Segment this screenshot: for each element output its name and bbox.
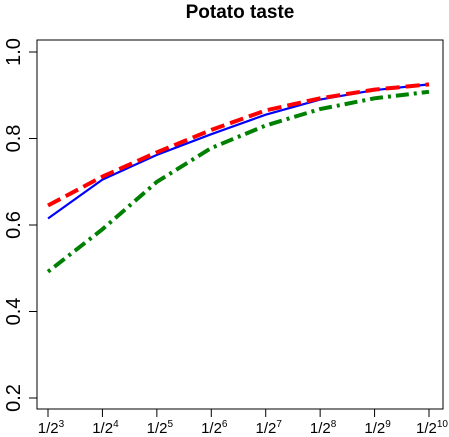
y-tick-label: 1.0: [3, 38, 25, 66]
series-line-1: [47, 83, 430, 220]
x-tick-label: 1/26: [201, 419, 228, 437]
x-tick-label: 1/23: [38, 419, 65, 437]
y-tick-label: 0.6: [3, 211, 25, 239]
x-tick-label: 1/28: [310, 419, 337, 437]
y-tick-label: 0.4: [3, 298, 25, 326]
plot-frame: [36, 39, 444, 410]
x-tick-label: 1/27: [256, 419, 283, 437]
y-axis: 0.2 0.4 0.6 0.8 1.0: [3, 38, 37, 412]
x-tick-label: 1/29: [364, 419, 391, 437]
series-line-3: [46, 89, 430, 274]
x-tick-label: 1/210: [416, 419, 448, 437]
series-group: [46, 82, 430, 274]
y-tick-label: 0.2: [3, 384, 25, 412]
chart-title: Potato taste: [186, 2, 295, 23]
y-tick-label: 0.8: [3, 125, 25, 153]
series-line-2: [47, 82, 430, 208]
x-tick-label: 1/24: [92, 419, 119, 437]
x-tick-label: 1/25: [147, 419, 174, 437]
x-axis: 1/23 1/24 1/25 1/26 1/27 1/28 1/29 1/210: [38, 409, 448, 437]
